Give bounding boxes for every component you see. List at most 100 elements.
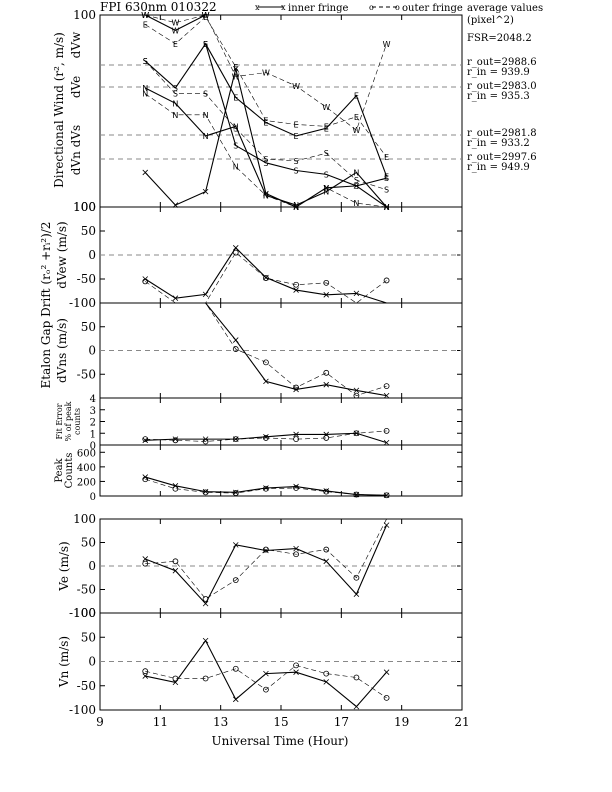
dvns-ylabel: dVns (m/s): [55, 318, 69, 383]
fit-error-label-line: % of peak: [64, 401, 73, 441]
vn-inner-point: [232, 696, 239, 703]
fit_error-ytick-label: 0: [90, 441, 96, 452]
ve-outer-point: [263, 546, 269, 553]
directional-series-2-point: E: [263, 119, 268, 128]
peak_counts-outer-line: [145, 478, 387, 496]
directional-series-5-point: S: [263, 155, 268, 164]
ve-ytick-label: 100: [73, 512, 96, 526]
directional-series-7-point: N: [353, 199, 359, 208]
fit_error-outer-point: [323, 435, 330, 441]
peak_counts-outer-point: [202, 489, 209, 496]
peak_counts-outer-point: [232, 490, 239, 496]
directional-series-3-line: [145, 16, 387, 158]
fit_error-outer-point: [383, 427, 390, 434]
fit_error-inner-point: [263, 433, 269, 440]
dvew-inner-point: [232, 245, 239, 251]
directional-series-3-point: E: [203, 13, 208, 22]
x-tick-label: 13: [213, 715, 228, 729]
ve-inner-point: [172, 567, 179, 574]
dvew-ytick-label: 0: [88, 248, 96, 262]
directional-series-3-point: E: [173, 40, 178, 49]
peak_counts-ytick-label: 200: [77, 477, 96, 488]
directional-series-6-point: N: [203, 132, 209, 141]
ve-inner-point: [323, 558, 330, 565]
legend-inner-label: inner fringe: [288, 3, 348, 14]
vn-inner-point: [142, 673, 149, 679]
ve-inner-point: [293, 545, 299, 552]
dvew-outer-point: [383, 277, 390, 284]
peak_counts-panel: 0 200 400 600 Peak Counts: [54, 444, 463, 503]
legend-outer-marker: o: [369, 3, 374, 12]
dvew-inner-point: [202, 291, 209, 298]
directional-series-0-point: W: [141, 11, 149, 20]
legend-outer-label: outer fringe: [402, 3, 463, 14]
directional-series-1-point: W: [262, 69, 270, 78]
ve-outer-point: [353, 574, 360, 581]
dvns-inner-point: [293, 386, 299, 393]
directional-series-2-line: [205, 43, 388, 177]
peak_counts-ytick-label: 0: [90, 492, 96, 503]
fit_error-outer-point: [263, 435, 269, 441]
dvw-label: dVw: [69, 31, 83, 58]
annotation-1-rin: r_in = 939.9: [467, 67, 530, 78]
radius-annotations: r_out=2988.6 r_in = 939.9 r_out=2983.0 r…: [467, 57, 537, 173]
vn-ytick-label: -50: [77, 679, 96, 693]
directional-series-2-point: E: [354, 92, 359, 101]
vn-outer-point: [323, 670, 330, 677]
dvns-outer-point: [232, 346, 239, 352]
directional-series-2-point: E: [384, 172, 389, 181]
fit_error-outer-point: [293, 436, 299, 443]
peak_counts-outer-point: [383, 492, 390, 499]
ve-ylabel: Ve (m/s): [57, 541, 71, 591]
directional-series-4-line: [144, 42, 387, 187]
directional-wind-label: Directional Wind (r², m/s): [52, 32, 66, 188]
dvns-panel: -50 0 50 dVns (m/s): [55, 302, 463, 399]
annotation-2-rin: r_in = 935.3: [467, 91, 530, 102]
legend-outer-marker-end: o: [395, 3, 400, 12]
ve-inner-point: [263, 547, 269, 554]
peak_counts-ytick-label: 600: [77, 448, 96, 459]
directional-series-7-point: N: [142, 90, 148, 99]
peak_counts-inner-point: [323, 488, 330, 494]
annotation-3-rin: r_in = 933.2: [467, 138, 530, 149]
annotation-4-rin: r_in = 949.9: [467, 162, 530, 173]
x-tick-label: 15: [273, 715, 288, 729]
dvns-outer-point: [263, 359, 269, 366]
directional-series-3-point: E: [263, 117, 268, 126]
directional-series-4-point: S: [143, 57, 148, 66]
etalon-drift-label: Etalon Gap Drift (rₒ² +rᵢ²)/2: [39, 222, 53, 389]
dvns-outer-line: [145, 302, 387, 396]
directional-series-1-line: [145, 14, 387, 131]
directional-series-8-point: [323, 185, 330, 191]
ve-inner-point: [353, 591, 360, 597]
vn-outer-point: [202, 675, 209, 682]
legend: x x inner fringe o o outer fringe: [255, 3, 463, 14]
directional-series-2-point: E: [233, 94, 238, 103]
dvew-ytick-label: -100: [69, 296, 96, 310]
dvns-inner-point: [263, 378, 269, 385]
dvns-inner-point: [232, 337, 239, 343]
annotation-4-rout: r_out=2997.6: [467, 152, 537, 163]
fit_error-inner-point: [383, 439, 390, 446]
dvns-dir-label: dVn dVs: [69, 125, 83, 175]
annotation-3-rout: r_out=2981.8: [467, 128, 537, 139]
dvew-outer-line: [145, 252, 387, 304]
directional-series-8-point: [263, 190, 269, 197]
vn-outer-line: [145, 665, 387, 699]
directional-frame: [99, 14, 463, 208]
dvew-outer-point: [232, 249, 239, 256]
directional-series-6-point: N: [233, 122, 239, 131]
dvew-ytick-label: -50: [77, 272, 96, 286]
fit_error-ytick-label: 1: [90, 429, 96, 440]
directional-series-1-point: W: [383, 40, 391, 49]
ve-outer-point: [172, 558, 179, 565]
directional-series-2-point: E: [294, 132, 299, 141]
x-tick-label: 9: [96, 715, 104, 729]
dvew-ytick-label: 50: [81, 224, 96, 238]
peak_counts-outer-point: [142, 476, 149, 483]
directional-series-5-point: S: [354, 176, 359, 185]
legend-inner-marker-end: x: [281, 3, 286, 12]
dvns-ytick-label: 50: [81, 320, 96, 334]
